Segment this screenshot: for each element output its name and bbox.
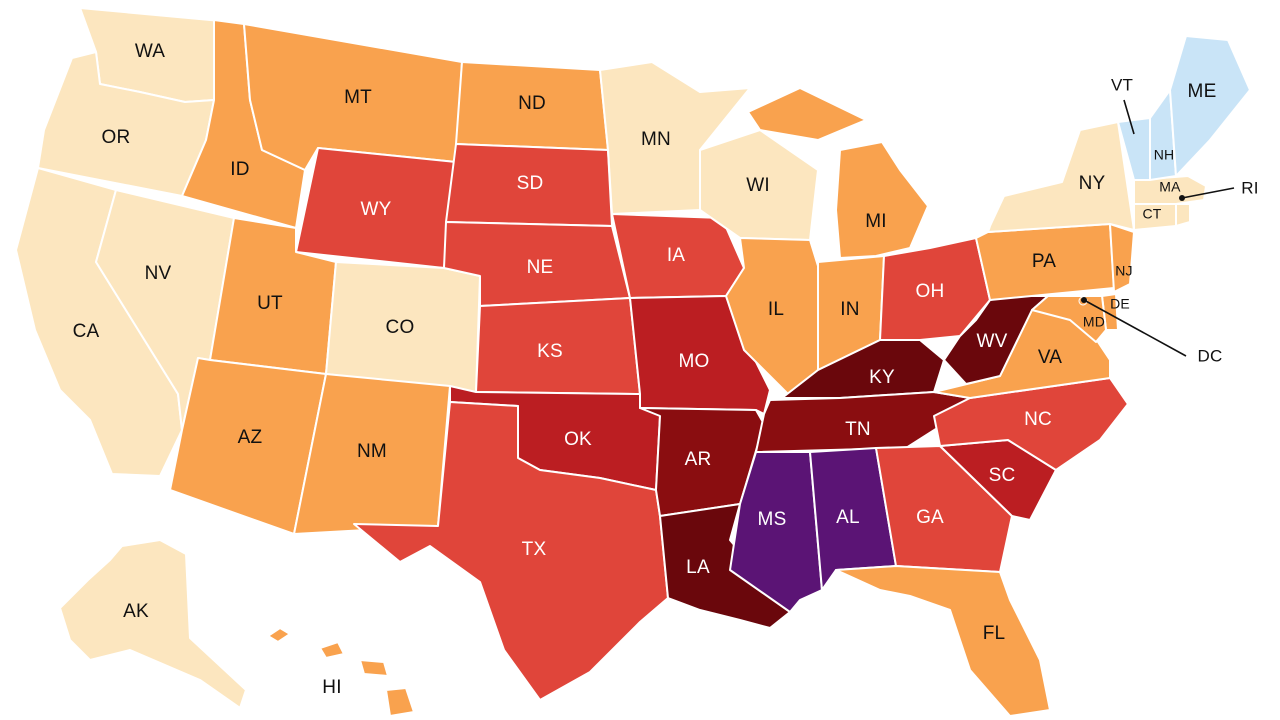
label-NE: NE: [527, 257, 554, 278]
label-AL: AL: [836, 507, 860, 528]
label-OR: OR: [102, 127, 131, 148]
label-IN: IN: [840, 299, 859, 320]
label-NC: NC: [1024, 409, 1052, 430]
label-MD: MD: [1083, 314, 1105, 330]
label-IL: IL: [768, 299, 784, 320]
label-AK: AK: [123, 601, 149, 622]
label-OH: OH: [916, 281, 945, 302]
state-MD[interactable]: [1031, 295, 1107, 343]
label-MN: MN: [641, 129, 671, 150]
state-GA[interactable]: [875, 445, 1013, 573]
label-NV: NV: [145, 263, 172, 284]
label-NM: NM: [357, 441, 387, 462]
label-WY: WY: [360, 199, 391, 220]
label-ID: ID: [230, 159, 249, 180]
state-NJ[interactable]: [1109, 223, 1135, 293]
state-TX[interactable]: [353, 401, 669, 701]
label-MS: MS: [758, 509, 787, 530]
label-MI: MI: [865, 211, 887, 232]
label-VT: VT: [1111, 75, 1133, 94]
label-CO: CO: [386, 317, 415, 338]
label-WI: WI: [746, 175, 770, 196]
label-DE: DE: [1110, 296, 1130, 312]
label-DC: DC: [1198, 346, 1223, 365]
label-OK: OK: [564, 429, 592, 450]
label-GA: GA: [916, 507, 944, 528]
label-NJ: NJ: [1115, 263, 1133, 279]
label-LA: LA: [686, 557, 710, 578]
label-SD: SD: [517, 173, 544, 194]
label-UT: UT: [257, 293, 283, 314]
label-MO: MO: [678, 351, 709, 372]
label-TX: TX: [522, 539, 547, 560]
label-ME: ME: [1188, 81, 1217, 102]
state-RI[interactable]: [1175, 203, 1191, 227]
state-ME[interactable]: [1169, 35, 1251, 177]
label-MA: MA: [1159, 179, 1181, 195]
label-TN: TN: [845, 419, 871, 440]
label-WV: WV: [976, 331, 1007, 352]
state-MI[interactable]: [747, 87, 929, 259]
label-KY: KY: [869, 367, 895, 388]
label-WA: WA: [135, 41, 165, 62]
label-NY: NY: [1079, 173, 1106, 194]
state-AK[interactable]: [59, 539, 247, 709]
label-VA: VA: [1038, 347, 1062, 368]
label-CA: CA: [73, 321, 100, 342]
label-NH: NH: [1154, 147, 1175, 163]
label-AZ: AZ: [238, 427, 263, 448]
state-LA[interactable]: [659, 503, 791, 629]
label-RI: RI: [1241, 178, 1258, 197]
label-ND: ND: [518, 93, 546, 114]
label-SC: SC: [989, 465, 1016, 486]
label-HI: HI: [322, 677, 341, 698]
state-FL[interactable]: [835, 565, 1051, 717]
label-KS: KS: [537, 341, 563, 362]
callout-leaders: [1081, 99, 1235, 357]
state-labels: WA OR CA NV ID MT WY UT CO AZ NM ND SD N…: [73, 41, 1259, 698]
label-CT: CT: [1142, 206, 1161, 222]
label-PA: PA: [1032, 251, 1056, 272]
state-NY[interactable]: [987, 121, 1135, 233]
label-AR: AR: [685, 449, 712, 470]
state-HI[interactable]: [267, 627, 415, 717]
label-IA: IA: [667, 245, 685, 266]
label-FL: FL: [983, 623, 1006, 644]
label-MT: MT: [344, 87, 372, 108]
